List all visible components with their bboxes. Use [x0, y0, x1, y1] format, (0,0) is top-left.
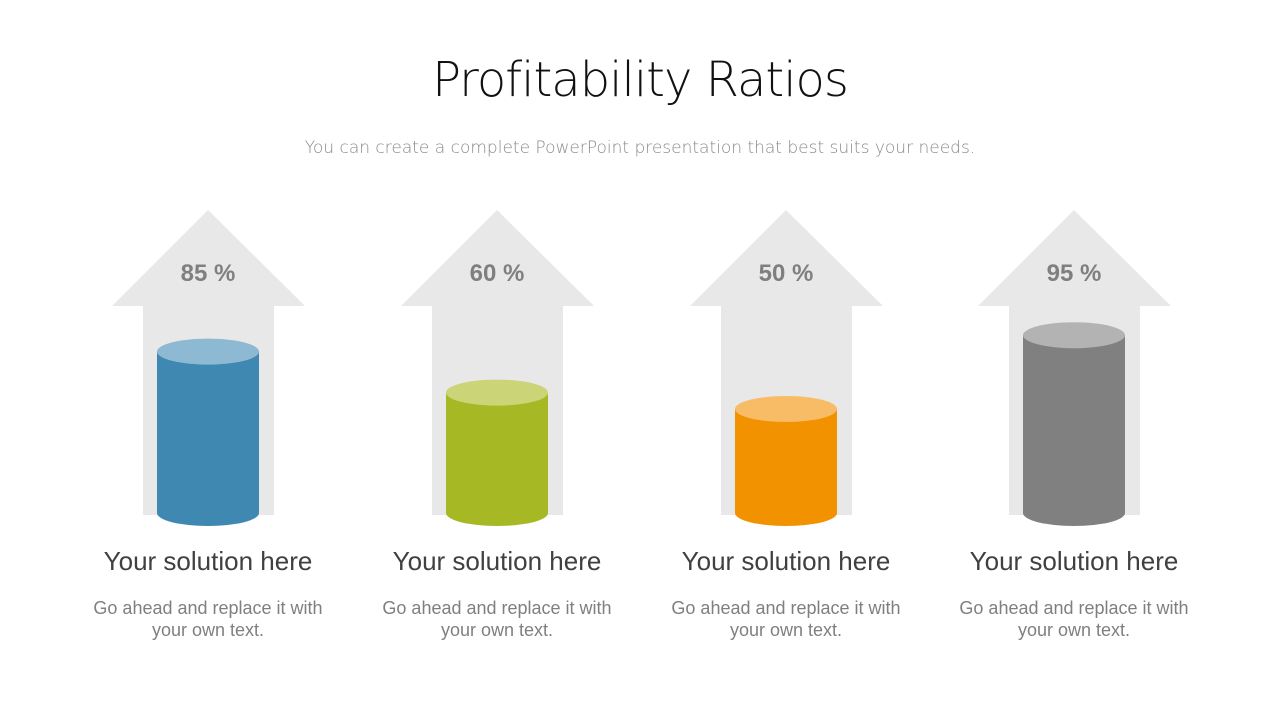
- cylinder-top: [735, 396, 837, 422]
- cylinder-bar: [157, 351, 259, 513]
- data-label: 85 %: [180, 260, 236, 287]
- cylinder-bar: [446, 392, 548, 513]
- data-label: 50 %: [758, 260, 814, 287]
- category-description: Go ahead and replace it with your own te…: [382, 598, 612, 640]
- category-description: Go ahead and replace it with your own te…: [959, 598, 1189, 640]
- cylinder-top: [1023, 322, 1125, 349]
- cylinder-top: [446, 379, 548, 406]
- data-label: 95 %: [1046, 260, 1102, 287]
- category-heading: Your solution here: [392, 546, 602, 576]
- slide-title: Profitability Ratios: [432, 52, 849, 108]
- category-heading: Your solution here: [103, 546, 313, 576]
- cylinder-top: [157, 338, 259, 365]
- category-heading: Your solution here: [969, 546, 1179, 576]
- data-label: 60 %: [469, 260, 525, 287]
- cylinder-bar: [1023, 335, 1125, 513]
- cylinder-bar: [735, 409, 837, 513]
- slide-subtitle: You can create a complete PowerPoint pre…: [304, 138, 976, 158]
- category-heading: Your solution here: [681, 546, 891, 576]
- category-description: Go ahead and replace it with your own te…: [93, 598, 323, 640]
- category-description: Go ahead and replace it with your own te…: [671, 598, 901, 640]
